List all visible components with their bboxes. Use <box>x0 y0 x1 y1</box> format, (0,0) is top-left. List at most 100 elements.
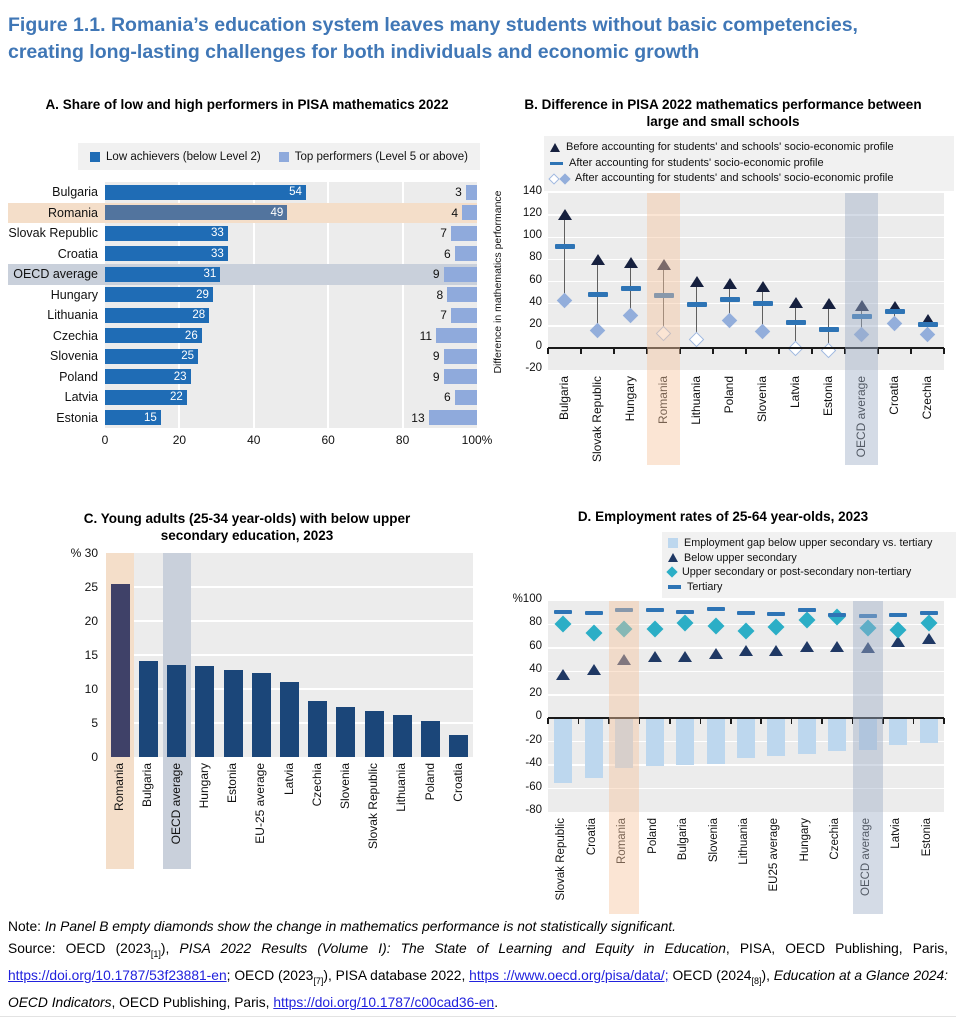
top-performers-value: 3 <box>455 185 462 199</box>
x-axis-tick-label: 0 <box>101 433 109 447</box>
y-axis-tick-label: 100 <box>522 229 542 242</box>
low-achievers-bar: 54 <box>105 184 306 200</box>
low-achievers-bar: 33 <box>105 246 228 262</box>
x-axis-label: Czechia <box>309 763 324 807</box>
legend-item: Tertiary <box>668 580 954 595</box>
x-axis-label: Romania <box>112 763 127 812</box>
source-link[interactable]: https://doi.org/10.1787/c00cad36-en <box>273 995 495 1010</box>
x-axis-tick-label: 20 <box>172 433 187 447</box>
x-axis-tick <box>851 718 854 725</box>
source-plain-text: OECD (2024 <box>668 967 752 983</box>
x-axis-tick-label: 40 <box>247 433 261 447</box>
before-triangle-marker <box>788 296 803 308</box>
low-achievers-bar: 25 <box>105 348 198 364</box>
legend-dash-icon <box>668 585 681 589</box>
x-axis-label: Poland <box>422 763 437 801</box>
figure-title: Figure 1.1. Romania’s education system l… <box>8 12 944 66</box>
before-triangle-marker <box>590 254 605 266</box>
top-performers-bar <box>454 389 477 405</box>
tertiary-dash-marker <box>797 608 816 613</box>
top-performers-value: 9 <box>432 369 440 384</box>
legend-item: Low achievers (below Level 2) <box>90 151 261 163</box>
gridline <box>548 694 944 696</box>
top-performers-bar <box>462 205 477 221</box>
below-upper-secondary-triangle-marker <box>830 640 845 652</box>
employment-gap-bar <box>858 719 877 750</box>
legend-item: Before accounting for students' and scho… <box>550 140 948 156</box>
low-achievers-bar: 15 <box>105 410 161 426</box>
connector-line <box>564 215 565 301</box>
after-students-dash-marker <box>554 243 575 249</box>
x-axis-tick-label: 80 <box>395 433 410 447</box>
y-axis-tick-label: 0 <box>91 750 98 764</box>
value-bar <box>449 734 469 757</box>
employment-gap-bar <box>554 719 573 783</box>
value-bar <box>223 669 243 757</box>
panel-a-title: A. Share of low and high performers in P… <box>45 97 449 112</box>
value-bar <box>110 584 130 757</box>
x-axis-label: Croatia <box>450 763 465 802</box>
low-achievers-bar: 49 <box>105 205 288 221</box>
category-label: Estonia <box>56 410 98 425</box>
x-axis-label: Lithuania <box>394 763 409 812</box>
category-label: Poland <box>59 369 98 384</box>
x-axis-label: Estonia <box>225 763 240 804</box>
legend-item-label: Before accounting for students' and scho… <box>566 141 894 153</box>
y-axis-tick-label: -80 <box>525 804 542 816</box>
x-axis-tick <box>844 347 846 354</box>
source-link[interactable]: https://doi.org/10.1787/53f23881-en <box>8 967 227 983</box>
page-divider <box>0 1016 956 1017</box>
top-performers-value: 11 <box>419 328 433 343</box>
panel-b-title: B. Difference in PISA 2022 mathematics p… <box>524 97 922 129</box>
y-axis-tick-label: 25 <box>84 580 98 594</box>
connector-line <box>729 283 730 321</box>
x-axis-label: Estonia <box>820 376 835 417</box>
x-axis-label: Slovak Republic <box>366 763 381 850</box>
x-axis-label: Lithuania <box>688 376 703 425</box>
top-performers-bar <box>454 246 477 262</box>
tertiary-dash-marker <box>645 608 664 613</box>
legend-item: After accounting for students' socio-eco… <box>550 156 948 172</box>
source-italic-text: PISA 2022 Results (Volume I): The State … <box>179 940 726 956</box>
top-performers-value: 9 <box>432 349 440 363</box>
category-label: Croatia <box>57 246 98 261</box>
category-label: Slovenia <box>50 349 98 363</box>
legend-item: After accounting for students' and schoo… <box>548 171 948 187</box>
category-label: Czechia <box>52 328 98 343</box>
x-axis-tick <box>712 347 714 354</box>
panel-d-legend: Employment gap below upper secondary vs.… <box>662 532 956 598</box>
employment-gap-bar <box>706 719 725 764</box>
highlight-band-oecd-average <box>845 193 878 465</box>
after-students-dash-marker <box>752 301 773 307</box>
y-axis-tick-label: 20 <box>529 686 542 699</box>
top-performers-value: 7 <box>440 226 447 240</box>
y-axis-tick-label: 80 <box>529 251 542 264</box>
source-reference-subscript: [1] <box>150 948 161 959</box>
before-triangle-marker <box>656 258 671 270</box>
y-axis-tick-label: 10 <box>84 682 98 696</box>
employment-gap-bar <box>919 719 938 743</box>
x-axis-label: Latvia <box>281 763 296 796</box>
highlight-band-oecd-average <box>852 601 884 914</box>
top-performers-bar <box>443 369 477 385</box>
panel-a-legend: Low achievers (below Level 2) Top perform… <box>78 143 480 170</box>
gridline <box>548 280 944 283</box>
tertiary-dash-marker <box>889 613 908 618</box>
before-triangle-marker <box>821 297 836 309</box>
source-link[interactable]: https ://www.oecd.org/pisa/data/; <box>469 967 669 983</box>
y-axis-tick-label: %100 <box>512 593 542 605</box>
x-axis-tick <box>580 347 582 354</box>
x-axis-label: Latvia <box>787 376 802 409</box>
employment-gap-bar <box>615 719 634 769</box>
legend-dash-icon <box>550 161 563 165</box>
top-performers-bar <box>450 225 477 241</box>
below-upper-secondary-triangle-marker <box>708 647 723 659</box>
x-axis-tick-label: 60 <box>321 433 335 447</box>
source-plain-text: . <box>494 995 499 1010</box>
gridline <box>548 258 944 261</box>
below-upper-secondary-triangle-marker <box>799 640 814 652</box>
top-performers-value: 7 <box>440 308 447 322</box>
tertiary-dash-marker <box>615 608 634 613</box>
legend-item-label: Below upper secondary <box>684 551 797 564</box>
employment-gap-bar <box>797 719 816 755</box>
